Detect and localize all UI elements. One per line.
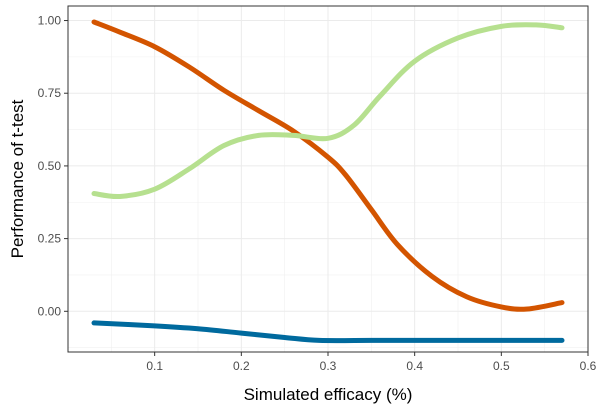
x-tick-label: 0.3 xyxy=(320,359,337,373)
x-tick-label: 0.1 xyxy=(146,359,163,373)
x-tick-labels: 0.1 0.2 0.3 0.4 0.5 0.6 xyxy=(146,359,596,373)
y-tick-label: 0.25 xyxy=(38,232,62,246)
series-layer xyxy=(91,19,565,344)
y-tick-label: 1.00 xyxy=(38,14,62,28)
x-axis-title: Simulated efficacy (%) xyxy=(244,385,413,404)
y-tick-label: 0.00 xyxy=(38,304,62,318)
axis-ticks xyxy=(64,20,589,356)
y-tick-label: 0.50 xyxy=(38,159,62,173)
y-tick-labels: 0.00 0.25 0.50 0.75 1.00 xyxy=(38,14,62,319)
x-tick-label: 0.4 xyxy=(406,359,423,373)
x-tick-label: 0.2 xyxy=(233,359,250,373)
y-axis-title: Performance of t-test xyxy=(8,99,27,258)
series-line-2 xyxy=(91,22,565,200)
series-line-3 xyxy=(91,320,565,344)
x-tick-label: 0.5 xyxy=(493,359,510,373)
y-tick-label: 0.75 xyxy=(38,86,62,100)
x-tick-label: 0.6 xyxy=(580,359,597,373)
series-line-1 xyxy=(91,19,565,312)
